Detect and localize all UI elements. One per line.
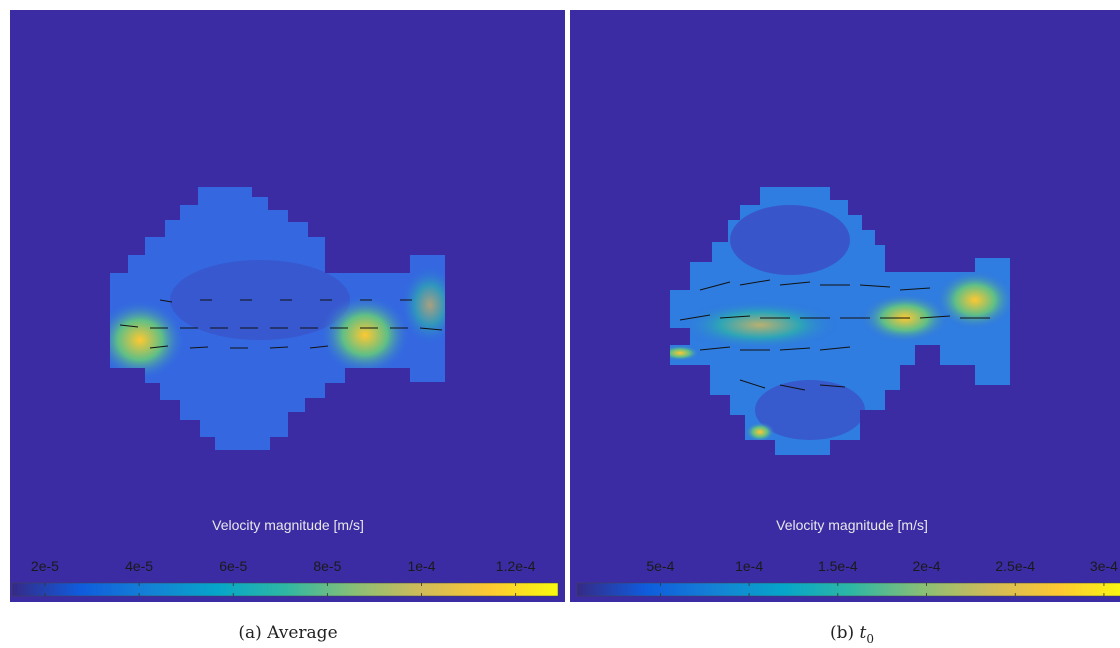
tick-label: 1.5e-4 bbox=[818, 558, 858, 574]
tick-label: 1e-4 bbox=[407, 558, 435, 574]
colorbar-label: Velocity magnitude [m/s] bbox=[212, 517, 364, 533]
caption-text: Average bbox=[266, 623, 337, 643]
caption-prefix: (b) bbox=[830, 623, 854, 643]
tick-label: 1.2e-4 bbox=[496, 558, 536, 574]
velocity-field bbox=[670, 187, 1010, 455]
tick-label: 6e-5 bbox=[219, 558, 247, 574]
tick-label: 1e-4 bbox=[735, 558, 763, 574]
caption-subscript: 0 bbox=[866, 632, 874, 646]
tick-label: 2e-4 bbox=[913, 558, 941, 574]
caption-symbol: t bbox=[860, 623, 867, 643]
tick-label: 2.5e-4 bbox=[995, 558, 1035, 574]
caption: (a) Average bbox=[238, 623, 337, 643]
colorbar bbox=[576, 582, 1120, 597]
tick-label: 2e-5 bbox=[31, 558, 59, 574]
vector-arrows bbox=[119, 279, 990, 391]
tick-label: 5e-4 bbox=[646, 558, 674, 574]
colorbar bbox=[11, 582, 559, 597]
colorbar-label: Velocity magnitude [m/s] bbox=[776, 517, 928, 533]
caption: (b) t0 bbox=[830, 623, 874, 646]
tick-label: 3e-4 bbox=[1090, 558, 1118, 574]
tick-label: 8e-5 bbox=[313, 558, 341, 574]
caption-prefix: (a) bbox=[238, 623, 261, 643]
tick-label: 4e-5 bbox=[125, 558, 153, 574]
